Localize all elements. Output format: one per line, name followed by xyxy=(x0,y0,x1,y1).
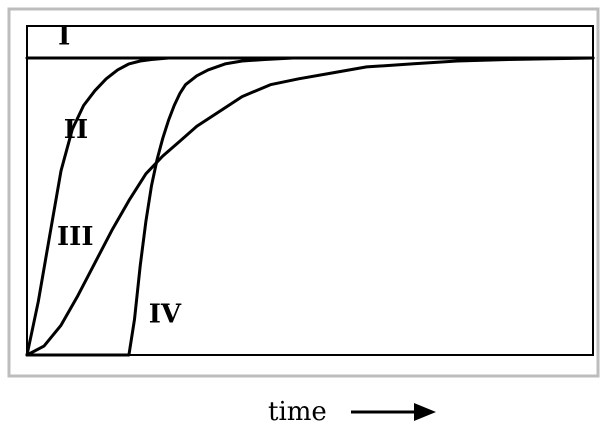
series-curves xyxy=(25,56,595,357)
x-axis-caption: time xyxy=(268,397,436,427)
series-line-iv xyxy=(25,56,595,357)
series-label-ii: II xyxy=(64,115,88,145)
series-label-i: I xyxy=(58,22,70,52)
series-line-ii xyxy=(25,56,595,357)
x-axis-label: time xyxy=(268,397,327,427)
outer-frame xyxy=(7,7,600,378)
series-label-iv: IV xyxy=(149,299,182,329)
plot-area-frame xyxy=(26,25,594,356)
series-line-iii xyxy=(25,56,595,357)
series-label-iii: III xyxy=(57,222,94,252)
right-arrow-icon xyxy=(414,403,436,421)
